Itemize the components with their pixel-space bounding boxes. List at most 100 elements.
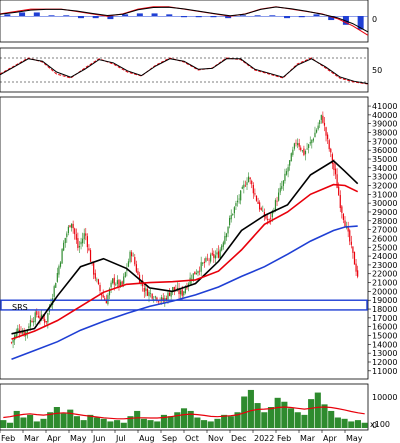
price-candle-body [241,186,243,189]
volume-bar [361,422,368,428]
price-candle-body [200,262,202,272]
macd-histogram-bar [151,13,158,17]
price-candle-body [320,114,322,120]
macd-histogram-bar [181,16,187,18]
volume-bar [214,418,221,428]
price-candle-body [63,242,65,251]
price-candle-body [88,248,90,251]
price-candle-body [304,151,307,155]
volume-bar [154,421,161,428]
x-tick-label: 2022 [254,434,274,443]
volume-bar [294,412,301,428]
volume-bar [67,409,74,428]
macd-histogram-bar [313,14,320,17]
volume-bar [160,414,167,428]
price-candle-body [53,286,55,297]
volume-bar [53,407,60,428]
macd-histogram-bar [269,15,276,17]
price-candle-body [137,271,139,275]
volume-bar [288,408,295,428]
volume-tick-label: 10000 [372,393,397,402]
price-y-tick-label: 36000 [372,146,397,155]
price-candle-body [243,184,245,188]
price-y-tick-label: 24000 [372,252,397,261]
price-candle-body [151,293,153,299]
price-candle-body [153,299,155,300]
price-candle-body [74,228,76,235]
macd-histogram-bar [122,14,129,17]
price-candle-body [39,316,41,319]
price-candle-body [306,148,308,150]
price-candle-body [59,262,62,267]
price-candle-body [336,174,338,189]
x-tick-label: Jul [115,434,126,443]
price-candle-body [328,140,330,150]
price-candle-body [255,195,258,201]
price-candle-body [355,263,357,272]
price-candle-body [146,288,149,296]
volume-bar [348,421,355,428]
price-candle-body [317,125,319,130]
price-y-tick-label: 27000 [372,226,397,235]
price-candle-body [198,270,201,272]
price-candle-body [34,312,36,322]
price-candle-body [315,129,318,133]
macd-histogram-bar [136,13,143,17]
volume-bar [180,408,188,428]
volume-bar [40,418,47,428]
price-candle-body [210,254,212,262]
price-candle-body [104,298,106,301]
price-candle-body [110,282,112,288]
price-candle-body [266,218,269,220]
price-candle-body [260,208,262,211]
price-candle-body [58,266,60,275]
price-y-tick-label: 32000 [372,181,397,190]
price-candle-body [118,279,120,287]
volume-bar [308,399,315,428]
volume-bar [167,416,174,428]
price-candle-body [208,259,210,261]
stochastic-plot [0,57,369,85]
x-tick-label: Aug [139,434,155,443]
price-candle-body [69,225,71,228]
price-candle-body [341,206,343,213]
price-candle-body [195,273,198,275]
price-candle-body [342,213,345,220]
price-y-tick-label: 18000 [372,305,397,314]
price-candle-body [124,272,126,277]
price-candle-body [17,328,19,333]
price-plot [0,111,368,361]
price-candle-body [293,143,296,149]
price-candle-body [282,180,284,186]
price-candle-body [259,202,261,210]
price-candle-body [132,255,134,257]
price-candle-body [268,219,270,220]
macd-histogram-bar [107,16,114,20]
price-candle-body [37,315,39,318]
price-candle-body [205,257,207,262]
volume-bar [281,401,288,428]
x-tick-label: Jun [92,434,106,443]
volume-bar [0,420,7,428]
price-y-tick-label: 16000 [372,323,397,332]
price-candle-body [298,143,300,147]
macd-histogram-bar [77,16,84,19]
price-candle-body [262,210,264,212]
price-candle-body [75,234,77,240]
price-candle-body [325,127,327,136]
price-candle-body [202,262,204,264]
price-candle-body [353,252,356,265]
price-candle-body [64,237,66,244]
price-candle-body [211,252,213,255]
price-y-tick-label: 13000 [372,349,397,358]
price-candle-body [249,177,251,180]
price-candle-body [40,314,43,318]
price-candle-body [47,313,49,323]
price-candle-body [278,192,280,201]
price-candle-body [70,223,73,228]
price-candle-body [257,201,259,204]
price-candle-body [244,185,247,187]
price-candle-body [331,154,333,164]
macd-histogram-bar [4,14,11,17]
x-tick-label: Dec [231,434,246,443]
